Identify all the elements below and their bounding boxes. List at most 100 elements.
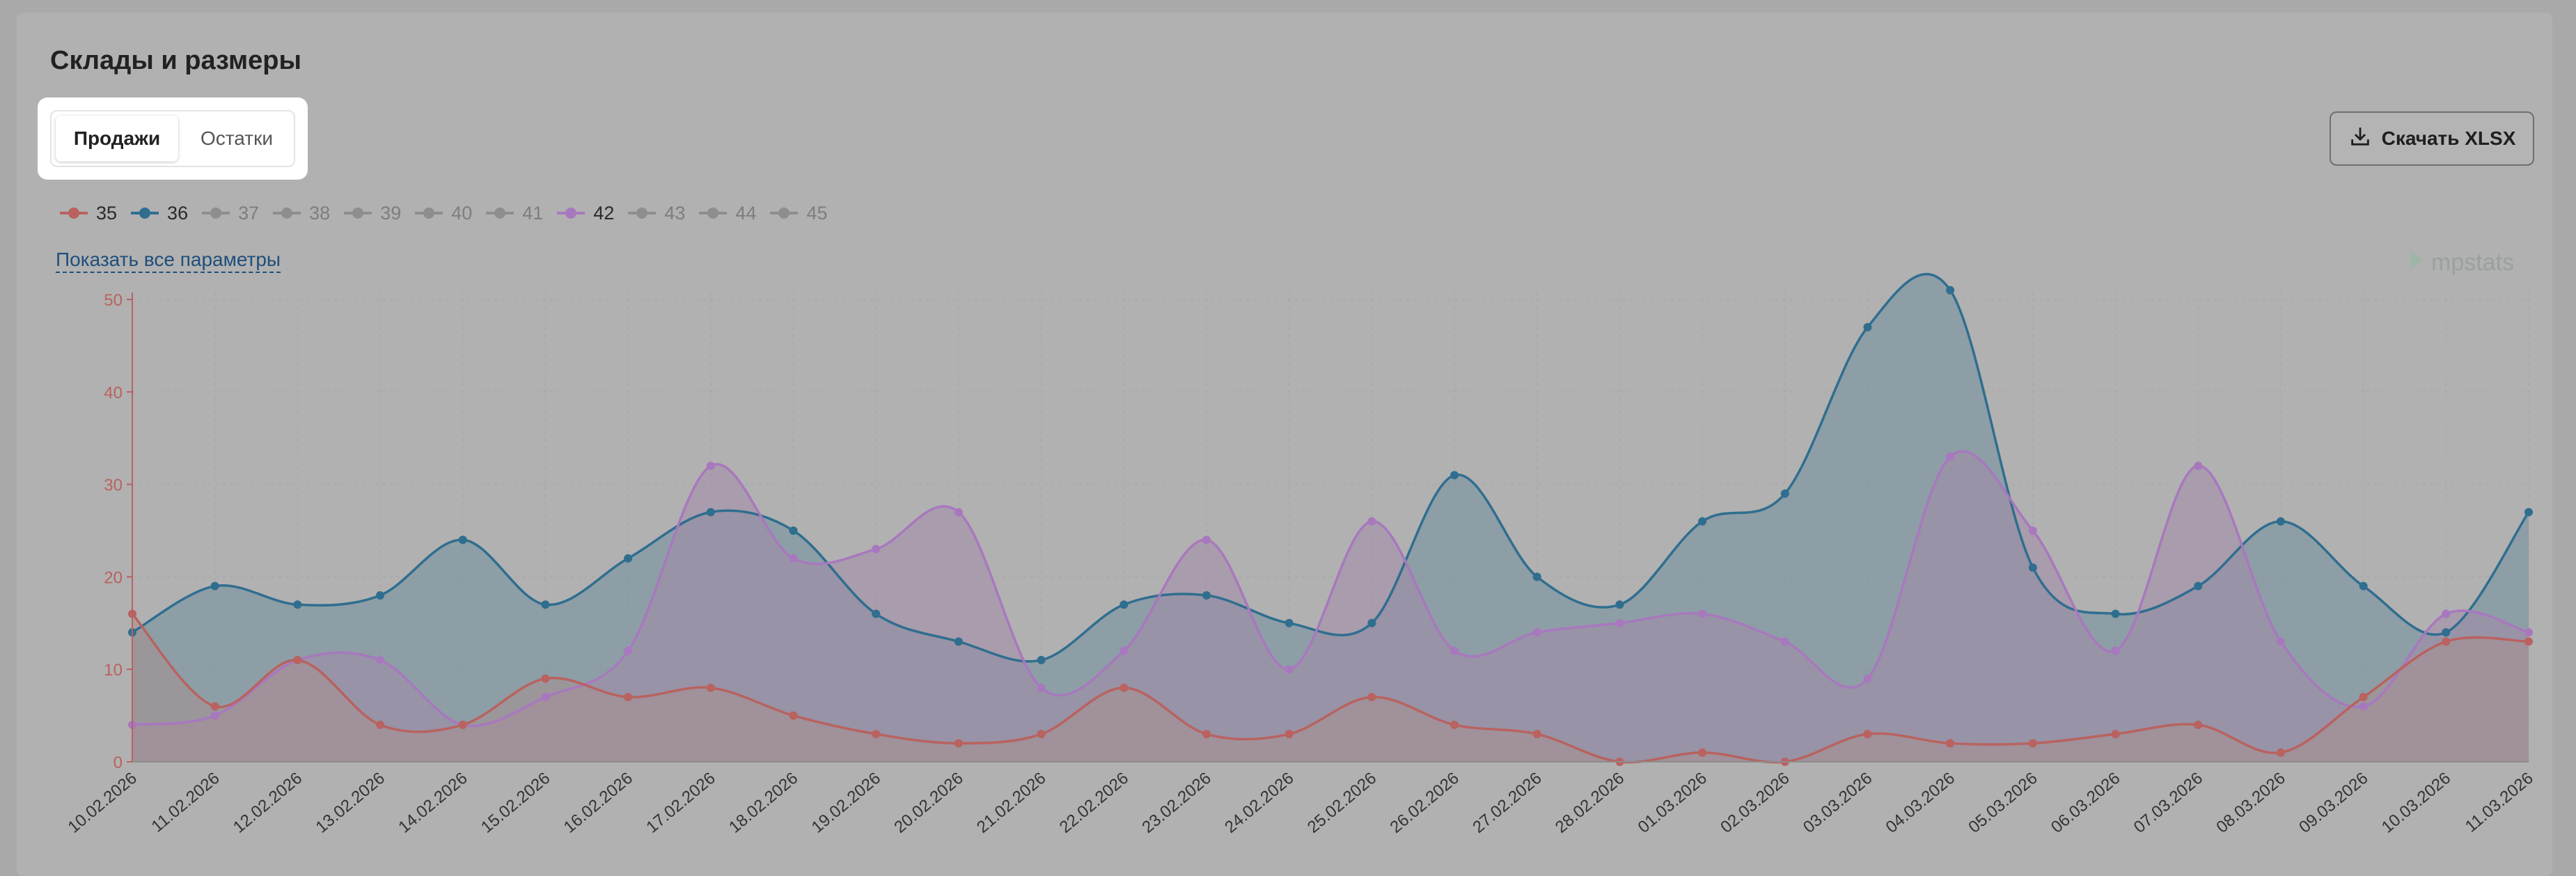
point-series-36 (872, 609, 881, 618)
point-series-35 (1120, 683, 1129, 692)
point-series-42 (376, 655, 385, 664)
point-series-35 (872, 730, 881, 739)
watermark-text: mpstats (2431, 249, 2515, 276)
point-series-42 (1037, 683, 1046, 692)
point-series-35 (2442, 637, 2451, 646)
point-series-35 (293, 655, 302, 664)
point-series-35 (1863, 730, 1872, 739)
legend-label: 43 (664, 202, 686, 224)
download-xlsx-button[interactable]: Скачать XLSX (2330, 111, 2534, 166)
point-series-36 (210, 581, 219, 590)
point-series-35 (376, 720, 385, 729)
point-series-36 (2276, 517, 2285, 526)
point-series-35 (1450, 720, 1459, 729)
legend-item-36[interactable]: 36 (129, 203, 188, 224)
line-series-42 (132, 450, 2529, 728)
x-tick-label: 23.02.2026 (1138, 769, 1214, 837)
y-tick-label: 10 (104, 661, 123, 680)
point-series-42 (2028, 526, 2037, 535)
legend-label: 36 (167, 202, 189, 224)
point-series-35 (2028, 739, 2037, 748)
area-series-42 (132, 451, 2529, 762)
x-tick-label: 22.02.2026 (1056, 769, 1132, 837)
x-tick-label: 10.03.2026 (2378, 769, 2454, 837)
legend-item-42[interactable]: 42 (556, 203, 614, 224)
legend-item-38[interactable]: 38 (272, 203, 330, 224)
point-series-35 (2276, 748, 2285, 757)
point-series-42 (2442, 609, 2451, 618)
x-tick-label: 20.02.2026 (890, 769, 966, 837)
point-series-42 (2194, 462, 2203, 471)
y-tick-label: 0 (113, 753, 123, 772)
point-series-42 (210, 711, 219, 720)
y-tick-label: 50 (104, 291, 123, 310)
legend-label: 40 (451, 202, 473, 224)
point-series-35 (1946, 739, 1955, 748)
point-series-42 (1367, 517, 1376, 526)
point-series-36 (1698, 517, 1707, 526)
area-series-35 (132, 613, 2529, 762)
point-series-35 (2194, 720, 2203, 729)
point-series-36 (2028, 563, 2037, 572)
legend-item-40[interactable]: 40 (414, 203, 472, 224)
point-series-35 (706, 683, 715, 692)
point-series-35 (2111, 730, 2120, 739)
x-tick-label: 15.02.2026 (478, 769, 553, 837)
tab-sales[interactable]: Продажи (56, 116, 178, 162)
point-series-36 (1037, 655, 1046, 664)
point-series-36 (2524, 508, 2533, 517)
mpstats-watermark: mpstats (2408, 248, 2514, 278)
point-series-36 (2442, 628, 2451, 637)
legend-item-37[interactable]: 37 (201, 203, 259, 224)
point-series-36 (2111, 609, 2120, 618)
x-tick-label: 13.02.2026 (313, 769, 388, 837)
point-series-35 (1698, 748, 1707, 757)
point-series-35 (541, 674, 550, 683)
legend-item-41[interactable]: 41 (485, 203, 543, 224)
y-tick-label: 40 (104, 384, 123, 402)
legend-item-35[interactable]: 35 (58, 203, 117, 224)
x-tick-label: 14.02.2026 (395, 769, 471, 837)
point-series-42 (872, 545, 881, 554)
legend-label: 45 (806, 202, 828, 224)
point-series-36 (1863, 322, 1872, 331)
x-tick-label: 04.03.2026 (1883, 769, 1958, 837)
x-tick-label: 10.02.2026 (64, 769, 140, 837)
point-series-35 (2524, 637, 2533, 646)
point-series-36 (624, 554, 633, 563)
legend-item-45[interactable]: 45 (769, 202, 828, 224)
section-title: Склады и размеры (50, 46, 301, 75)
show-all-params-link[interactable]: Показать все параметры (56, 248, 281, 273)
point-series-42 (1285, 665, 1294, 674)
x-tick-label: 11.03.2026 (2462, 769, 2537, 836)
point-series-42 (1532, 628, 1541, 637)
legend-item-39[interactable]: 39 (343, 203, 401, 224)
x-tick-label: 26.02.2026 (1387, 769, 1463, 837)
x-tick-label: 11.02.2026 (148, 769, 223, 836)
point-series-42 (954, 508, 963, 517)
x-tick-label: 07.03.2026 (2130, 769, 2206, 837)
legend-label: 35 (96, 202, 118, 224)
point-series-35 (458, 720, 467, 729)
point-series-35 (789, 711, 798, 720)
point-series-42 (1615, 618, 1624, 627)
point-series-36 (706, 508, 715, 517)
legend-label: 38 (309, 202, 331, 224)
legend-label: 44 (735, 202, 757, 224)
x-tick-label: 18.02.2026 (725, 769, 801, 837)
point-series-36 (458, 535, 467, 545)
y-tick-label: 20 (104, 568, 123, 587)
point-series-36 (2194, 581, 2203, 590)
point-series-42 (2524, 628, 2533, 637)
chart-legend: 35 36 37 38 39 40 41 42 43 44 45 (58, 201, 840, 226)
download-label: Скачать XLSX (2381, 127, 2516, 149)
point-series-42 (1450, 646, 1459, 655)
x-tick-label: 02.03.2026 (1717, 769, 1793, 837)
x-tick-label: 25.02.2026 (1304, 769, 1380, 837)
line-series-35 (131, 613, 2529, 764)
legend-item-43[interactable]: 43 (627, 203, 685, 224)
legend-item-44[interactable]: 44 (698, 203, 756, 224)
tab-stock[interactable]: Остатки (201, 127, 273, 149)
point-series-42 (706, 462, 715, 471)
